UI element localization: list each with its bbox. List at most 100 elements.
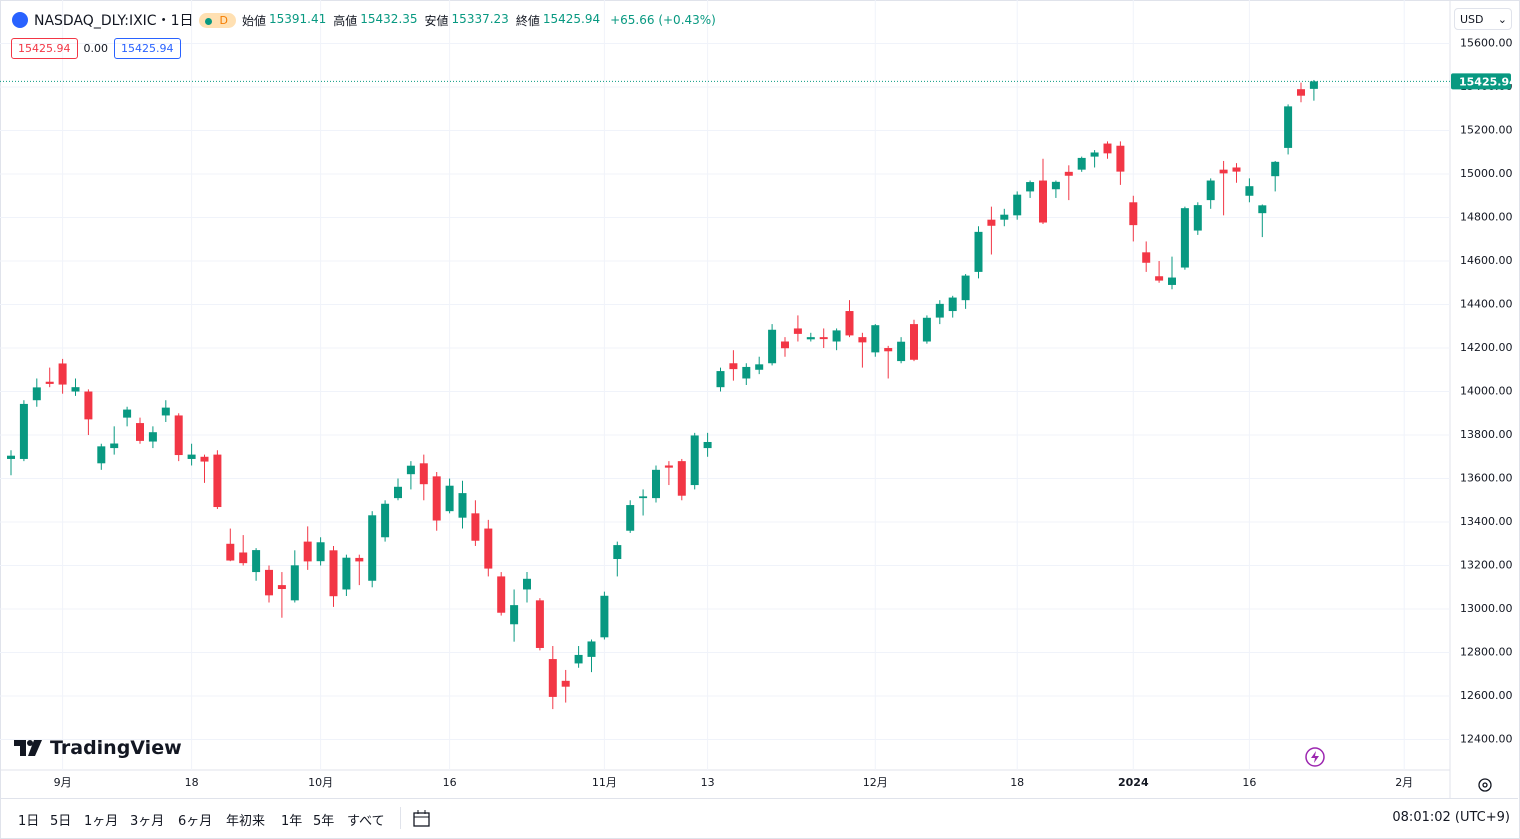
candle-body <box>561 680 570 687</box>
candle-body <box>1129 202 1138 226</box>
y-tick-label: 14000.00 <box>1460 385 1513 398</box>
y-tick-label: 15200.00 <box>1460 124 1513 137</box>
candle-body <box>290 565 299 601</box>
settings-icon[interactable] <box>1478 778 1492 792</box>
indicator-boxes: 15425.94 0.00 15425.94 <box>11 38 181 59</box>
candle-body <box>1206 180 1215 201</box>
candle-body <box>510 605 519 625</box>
candle-body <box>174 415 183 456</box>
candle-body <box>1232 167 1241 172</box>
candle-body <box>265 569 273 596</box>
candle-body <box>1155 276 1164 281</box>
candle-body <box>871 325 880 353</box>
y-tick-label: 13400.00 <box>1460 515 1513 528</box>
symbol[interactable]: NASDAQ_DLY:IXIC・1日 <box>34 13 194 29</box>
candle-body <box>858 337 867 343</box>
clock: 08:01:02 (UTC+9) <box>1392 810 1510 825</box>
y-tick-label: 12400.00 <box>1460 733 1513 746</box>
last-price-label: 15425.94 <box>1459 75 1517 88</box>
candle-body <box>1297 89 1305 96</box>
candle-body <box>342 557 351 590</box>
candle-body <box>922 317 931 342</box>
y-tick-label: 14600.00 <box>1460 254 1513 267</box>
candle-body <box>1142 252 1151 263</box>
candle-body <box>148 432 157 442</box>
date-range-icon[interactable] <box>412 809 432 829</box>
candle-body <box>1219 169 1228 174</box>
x-tick-label: 16 <box>443 776 457 789</box>
legend-label: 始値 <box>241 13 266 28</box>
y-tick-label: 12600.00 <box>1460 689 1513 702</box>
y-tick-label: 13800.00 <box>1460 428 1513 441</box>
candle-body <box>1026 182 1035 192</box>
candle-body <box>316 542 325 562</box>
candle-body <box>200 456 209 462</box>
candle-body <box>71 387 80 392</box>
range-button[interactable]: 6ヶ月 <box>178 814 213 829</box>
last-price-tag <box>1451 73 1511 90</box>
candle-body <box>639 496 648 499</box>
candle-body <box>97 446 106 464</box>
candle-body <box>884 348 893 352</box>
candle-body <box>987 219 996 226</box>
candle-body <box>729 363 738 370</box>
legend-value: 15391.41 <box>268 11 327 26</box>
candle-body <box>1271 161 1280 177</box>
candle-body <box>652 469 660 499</box>
logo-mark <box>14 740 42 756</box>
legend-value: 15432.35 <box>360 11 418 26</box>
candle-body <box>406 465 415 475</box>
candle-body <box>419 463 428 485</box>
y-tick-label: 12800.00 <box>1460 646 1513 659</box>
legend-label: 安値 <box>424 13 449 28</box>
logo[interactable]: TradingView <box>14 737 182 759</box>
candle-body <box>239 552 248 564</box>
range-button[interactable]: 5年 <box>313 814 335 829</box>
candle-body <box>136 423 144 441</box>
lightning-icon[interactable] <box>1305 747 1325 767</box>
range-button[interactable]: 3ヶ月 <box>130 814 165 829</box>
range-button[interactable]: 1ヶ月 <box>84 814 119 829</box>
candle-body <box>935 303 944 318</box>
legend-label: 終値 <box>515 13 540 28</box>
candle-body <box>781 341 789 349</box>
candle-body <box>213 454 222 508</box>
candle-body <box>1000 214 1009 220</box>
candle-body <box>742 366 751 379</box>
candle-body <box>187 454 196 459</box>
candle-body <box>7 455 15 459</box>
candle-body <box>703 441 712 449</box>
candle-body <box>32 387 41 401</box>
candle-body <box>845 311 854 336</box>
range-button[interactable]: 1年 <box>281 814 303 829</box>
range-button[interactable]: すべて <box>347 814 385 829</box>
y-tick-label: 13600.00 <box>1460 472 1513 485</box>
candle-body <box>1116 145 1125 172</box>
range-button[interactable]: 5日 <box>50 814 72 829</box>
currency: USD <box>1460 13 1484 26</box>
candle-body <box>613 545 622 560</box>
market-badge: D <box>199 12 236 28</box>
range-button[interactable]: 年初来 <box>226 814 266 829</box>
candle-body <box>381 503 390 538</box>
candle-body <box>303 541 312 562</box>
candle-body <box>1077 157 1086 170</box>
candle-body <box>768 329 777 364</box>
legend-value: 15337.23 <box>451 11 509 26</box>
range-button[interactable]: 1日 <box>18 814 40 829</box>
ohlc-legend: 始値 15391.41 高値 15432.35 安値 15337.23 終値 15425.94 <box>242 12 604 29</box>
candle-body <box>974 231 983 272</box>
divider <box>400 807 401 829</box>
y-tick-label: 14800.00 <box>1460 211 1513 224</box>
currency-select[interactable]: USD ⌄ <box>1454 8 1512 30</box>
x-tick-label: 16 <box>1242 776 1256 789</box>
candle-body <box>1284 106 1293 148</box>
candle-body <box>484 528 493 569</box>
x-tick-label: 18 <box>1010 776 1024 789</box>
candle-body <box>19 403 28 459</box>
bottom-toolbar: 08:01:02 (UTC+9) 1日 5日 1ヶ月 3ヶ月 6ヶ月 年初来 1年 5年 すべて <box>0 798 1518 838</box>
candle-body <box>471 513 480 541</box>
candle-body <box>716 371 725 388</box>
legend-value: 15425.94 <box>542 11 601 26</box>
